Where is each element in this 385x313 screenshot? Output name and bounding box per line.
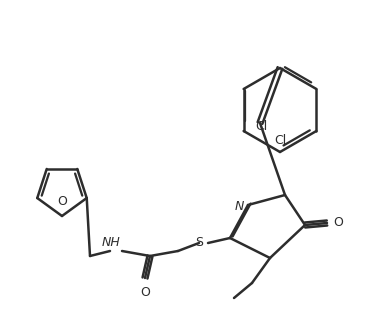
- Text: N: N: [234, 201, 244, 213]
- Text: Cl: Cl: [256, 120, 268, 132]
- Text: O: O: [57, 195, 67, 208]
- Text: S: S: [195, 237, 203, 249]
- Text: Cl: Cl: [274, 135, 286, 147]
- Text: NH: NH: [101, 236, 120, 249]
- Text: O: O: [333, 217, 343, 229]
- Text: O: O: [140, 286, 150, 299]
